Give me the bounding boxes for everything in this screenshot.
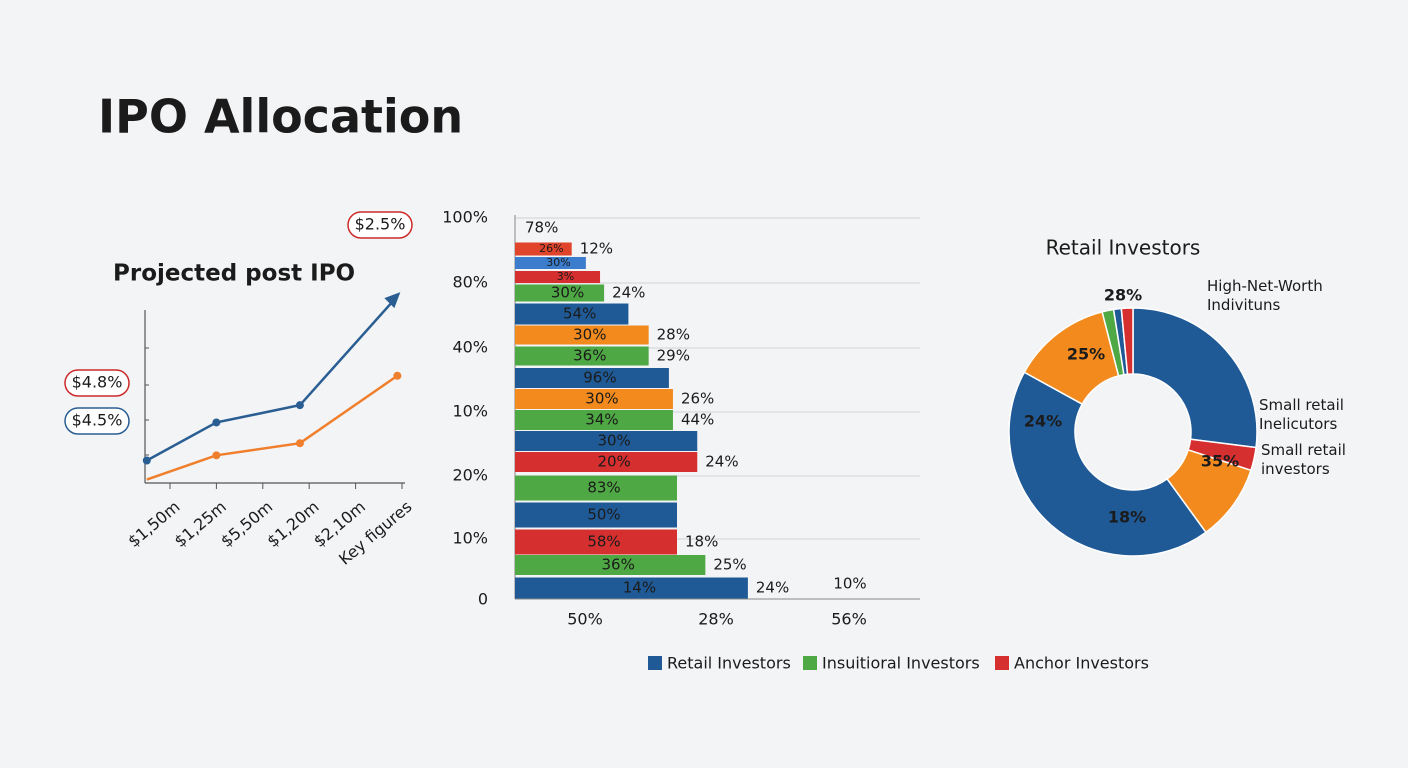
callout: $4.5%	[72, 411, 123, 430]
point	[295, 439, 304, 448]
point	[212, 418, 221, 427]
bar-label: 30%	[551, 284, 584, 302]
bar	[515, 346, 649, 366]
bar-label: 30%	[585, 390, 618, 408]
annotation: 10%	[833, 575, 866, 593]
legend-swatch	[803, 656, 817, 670]
point	[142, 456, 151, 465]
column-label: 56%	[831, 610, 867, 629]
bar	[515, 502, 677, 528]
slice-label: 28%	[1104, 286, 1142, 305]
column-label: 28%	[698, 610, 734, 629]
x-tick-label: $5,50m	[217, 497, 276, 551]
bar	[515, 303, 629, 325]
row-label: 10%	[452, 402, 488, 421]
bar	[515, 452, 698, 472]
bar	[515, 475, 677, 501]
chart-title: Projected post IPO	[113, 261, 355, 287]
point	[393, 371, 402, 380]
bar	[515, 555, 706, 575]
slice-label: 24%	[1024, 412, 1062, 431]
bar-label: 20%	[597, 453, 630, 471]
callout-box	[64, 407, 130, 435]
bar-label: 30%	[573, 326, 606, 344]
legend-label: Retail Investors	[667, 654, 791, 673]
slice-label: 18%	[1108, 508, 1146, 527]
bar	[515, 257, 586, 269]
legend-swatch	[648, 656, 662, 670]
bar	[515, 368, 669, 388]
bar	[515, 389, 673, 409]
point	[295, 401, 304, 410]
row-label: 10%	[452, 529, 488, 548]
outer-label-box: Small retail Inelicutors	[1259, 396, 1344, 433]
bar	[515, 242, 572, 256]
bar-label: 50%	[587, 506, 620, 524]
donut-slice	[1120, 307, 1134, 376]
bar-label: 96%	[583, 369, 616, 387]
outer-label-box: Small retail investors	[1261, 441, 1346, 478]
bar-label: 36%	[602, 556, 635, 574]
bar	[515, 410, 673, 430]
point	[212, 451, 221, 460]
donut-slice	[1132, 307, 1258, 449]
bar-side-label: 24%	[756, 579, 789, 597]
outer-label: Small retail Inelicutors	[1259, 396, 1344, 433]
bar-side-label: 24%	[612, 284, 645, 302]
bar-label: 14%	[623, 579, 656, 597]
bar	[515, 325, 649, 345]
arrow-head	[384, 292, 401, 309]
outer-label: Small retail investors	[1261, 441, 1346, 478]
bar-side-label: 18%	[685, 533, 718, 551]
annotation: 78%	[525, 219, 558, 237]
bar	[515, 431, 698, 451]
bar-label: 30%	[597, 432, 630, 450]
page-title: IPO Allocation	[98, 90, 463, 144]
legend-swatch	[995, 656, 1009, 670]
bar	[515, 271, 601, 283]
chart-title: Retail Investors	[1046, 236, 1201, 260]
outer-label: High-Net-Worth Indivituns	[1207, 277, 1323, 314]
bar	[515, 284, 605, 302]
x-tick-label: $1,25m	[171, 497, 230, 551]
callout: $4.8%	[72, 373, 123, 392]
bar-side-label: 29%	[657, 347, 690, 365]
row-label: 40%	[452, 338, 488, 357]
column-label: 50%	[567, 610, 603, 629]
bar-label: 3%	[557, 270, 574, 283]
line	[146, 374, 399, 481]
x-tick-label: $1,50m	[124, 497, 183, 551]
row-label: 100%	[442, 208, 488, 227]
bar-label: 34%	[585, 411, 618, 429]
bar-label: 83%	[587, 479, 620, 497]
callout: $2.5%	[355, 215, 406, 234]
bar-label: 54%	[563, 305, 596, 323]
bar	[515, 529, 677, 555]
bar-side-label: 28%	[657, 326, 690, 344]
bar-label: 30%	[546, 256, 570, 269]
legend-label: Anchor Investors	[1014, 654, 1149, 673]
bar-side-label: 26%	[681, 390, 714, 408]
legend-label: Insuitioral Investors	[822, 654, 980, 673]
bar-side-label: 44%	[681, 411, 714, 429]
slice-label: 25%	[1067, 345, 1105, 364]
slice-label: 35%	[1201, 452, 1239, 471]
bar-label: 36%	[573, 347, 606, 365]
bar-side-label: 24%	[705, 453, 738, 471]
donut-slice	[1008, 371, 1207, 557]
line	[146, 295, 399, 462]
outer-label-box: High-Net-Worth Indivituns	[1207, 277, 1323, 314]
row-label: 0	[478, 590, 488, 609]
callout-box	[347, 211, 413, 239]
row-label: 80%	[452, 273, 488, 292]
bar	[515, 577, 748, 599]
bar-side-label: 25%	[713, 556, 746, 574]
callout-box	[64, 369, 130, 397]
bar-label: 26%	[539, 242, 563, 255]
row-label: 20%	[452, 466, 488, 485]
bar-label: 58%	[587, 533, 620, 551]
bar-side-label: 12%	[580, 240, 613, 258]
x-tick-label: $1,20m	[263, 497, 322, 551]
